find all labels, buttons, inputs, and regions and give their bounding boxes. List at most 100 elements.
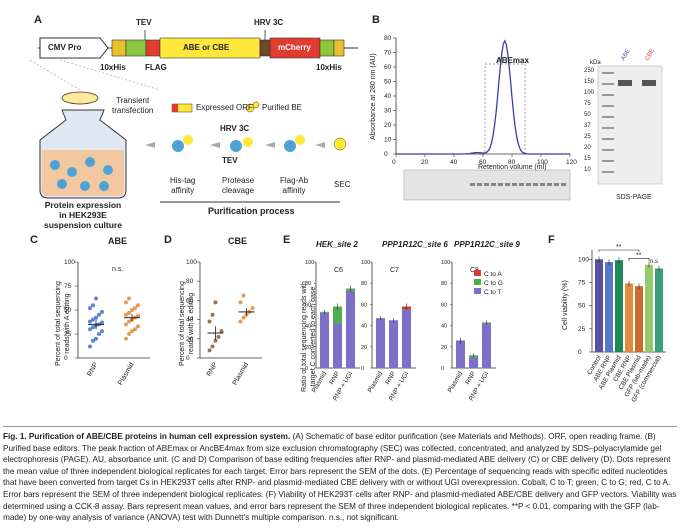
data-point	[241, 293, 246, 298]
e-bar-CtoT	[402, 309, 411, 368]
data-point	[207, 319, 212, 324]
b-ytick-label: 60	[384, 64, 392, 71]
e-legend-label: C to T	[484, 289, 502, 296]
sds-cbe-band	[642, 80, 656, 86]
ladder-mark: 250	[584, 68, 595, 74]
e-ytick-label: 40	[305, 324, 311, 330]
e-ytick-label: 20	[441, 345, 447, 351]
data-point	[210, 312, 215, 317]
e-ytick-label: 100	[361, 260, 370, 266]
e-site-3: PPP1R12C_site 9	[454, 240, 520, 249]
b-ytick-label: 50	[384, 79, 392, 86]
data-point	[219, 329, 224, 334]
data-point	[127, 296, 131, 301]
data-point	[216, 334, 221, 339]
e-ytick-label: 100	[441, 260, 450, 266]
e-ytick-label: 80	[441, 281, 447, 287]
sds-ladder-band	[602, 149, 614, 151]
e-ytick-label: 60	[305, 302, 311, 308]
c-title: ABE	[108, 236, 128, 246]
ytick-label: 25	[64, 331, 72, 338]
panel-b-label: B	[372, 14, 380, 26]
ladder-mark: 37	[584, 123, 591, 129]
e-site-2: PPP1R12C_site 6	[382, 240, 448, 249]
sec-gel-band	[554, 183, 559, 186]
sec-gel-band	[561, 183, 566, 186]
his-left-label: 10xHis	[100, 63, 126, 72]
sec-gel-band	[540, 183, 545, 186]
data-point	[136, 303, 140, 308]
ytick-label: 60	[186, 297, 194, 304]
ytick-label: 80	[186, 278, 194, 285]
ladder-mark: 150	[584, 79, 595, 85]
ytick-label: 75	[64, 283, 72, 290]
f-bar	[605, 262, 613, 352]
b-ytick-label: 30	[384, 108, 392, 115]
sds-ladder-band	[602, 171, 614, 173]
e-bar-CtoT	[346, 290, 355, 368]
sec-gel-band	[512, 183, 517, 186]
b-xtick-label: 20	[421, 159, 429, 166]
culture-flask-icon	[39, 91, 347, 203]
sig-2: **	[636, 252, 642, 259]
sec-gel-band	[477, 183, 482, 186]
expressed-orf-label: Expressed ORF	[196, 103, 253, 112]
panel-d-label: D	[164, 234, 172, 246]
sec-gel-band	[533, 183, 538, 186]
e-bar-CtoT	[456, 340, 465, 368]
step-flag: Flag-Ab affinity	[280, 176, 309, 195]
ladder-mark: 15	[584, 156, 591, 162]
data-point	[127, 310, 131, 315]
b-ytick-label: 40	[384, 93, 392, 100]
f-bar	[615, 260, 623, 352]
data-point	[250, 306, 255, 311]
data-point	[124, 322, 128, 327]
ytick-label: 50	[64, 307, 72, 314]
data-point	[124, 300, 128, 305]
e-site-1: HEK_site 2	[316, 240, 358, 249]
data-point	[97, 312, 101, 317]
data-point	[100, 329, 104, 334]
chromatogram: 0 20 40 60 80 100 120 0 10 20 30 40 50 60 70 80	[384, 35, 663, 201]
e-ytick-label: 40	[361, 324, 367, 330]
f-bar	[655, 268, 663, 352]
e-bar-CtoT	[389, 320, 398, 368]
sds-abe-band	[618, 80, 632, 86]
ytick-label: 0	[186, 355, 190, 362]
step-protease: Protease cleavage	[222, 176, 255, 195]
data-point	[127, 332, 131, 336]
b-xtick-label: 100	[537, 159, 548, 166]
panel-e-label: E	[283, 234, 291, 246]
d-title: CBE	[228, 236, 248, 246]
e-legend-swatch	[474, 288, 481, 294]
sig-bracket-2	[628, 258, 650, 262]
c-ns: n.s.	[112, 266, 124, 273]
data-point	[91, 325, 95, 330]
expression-label: Protein expression in HEK293E suspension…	[44, 200, 122, 230]
f-ytick-label: 75	[578, 279, 586, 286]
panel-a-label: A	[34, 14, 42, 26]
data-point	[133, 306, 137, 311]
e-legend-label: C to A	[484, 271, 502, 278]
ytick-label: 0	[64, 355, 68, 362]
sec-gel-band	[491, 183, 496, 186]
e-position-label: C6	[334, 267, 343, 274]
tev-label: TEV	[136, 18, 152, 27]
sec-gel-band	[526, 183, 531, 186]
ytick-label: 40	[186, 317, 194, 324]
data-point	[88, 327, 92, 332]
b-xtick-label: 0	[392, 159, 396, 166]
data-point	[88, 319, 92, 324]
construct-diagram	[29, 30, 358, 91]
ladder-mark: 100	[584, 90, 595, 96]
e-bar-CtoT	[333, 323, 342, 368]
sec-gel-band	[547, 183, 552, 186]
f-ytick-label: 100	[578, 256, 589, 263]
transient-label: Transient transfection	[112, 96, 154, 115]
data-point	[136, 324, 140, 329]
b-xtick-label: 40	[450, 159, 458, 166]
ladder-mark: 20	[584, 145, 591, 151]
process-title: Purification process	[208, 206, 295, 216]
